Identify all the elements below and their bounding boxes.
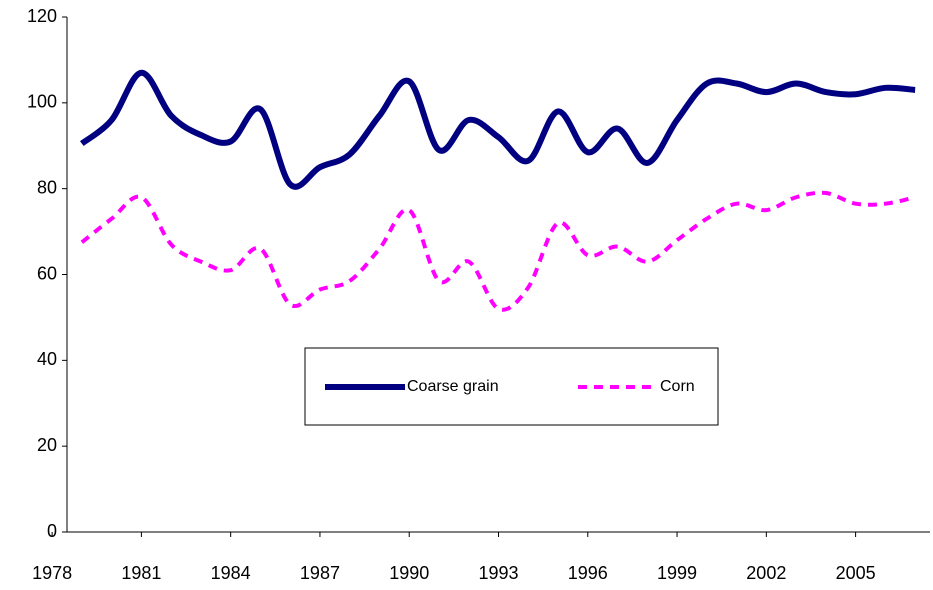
x-tick-label: 1999 bbox=[657, 563, 697, 583]
y-tick-label: 80 bbox=[37, 177, 57, 197]
y-tick-label: 20 bbox=[37, 435, 57, 455]
x-tick-label: 1996 bbox=[568, 563, 608, 583]
legend-label: Coarse grain bbox=[407, 378, 499, 395]
x-tick-label: 2002 bbox=[746, 563, 786, 583]
series-line bbox=[80, 190, 916, 312]
y-tick-label: 60 bbox=[37, 263, 57, 283]
x-tick-label: 1981 bbox=[121, 563, 161, 583]
y-tick-label: 100 bbox=[27, 92, 57, 112]
x-tick-label: 1993 bbox=[478, 563, 518, 583]
series-line bbox=[80, 69, 916, 190]
y-tick-label: 0 bbox=[47, 521, 57, 541]
x-tick-label: 1978 bbox=[32, 563, 72, 583]
y-tick-label: 120 bbox=[27, 6, 57, 26]
x-tick-label: 1984 bbox=[211, 563, 251, 583]
y-tick-label: 40 bbox=[37, 349, 57, 369]
x-tick-label: 1987 bbox=[300, 563, 340, 583]
x-tick-label: 1990 bbox=[389, 563, 429, 583]
x-tick-label: 2005 bbox=[836, 563, 876, 583]
legend-label: Corn bbox=[660, 378, 695, 395]
